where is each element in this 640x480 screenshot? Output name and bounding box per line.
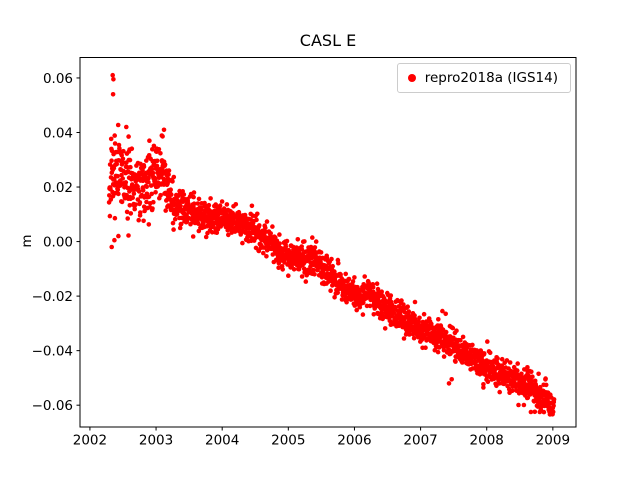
x-tick-label: 2005: [271, 433, 305, 449]
x-tick-label: 2003: [139, 433, 173, 449]
y-tick-label: −0.04: [32, 343, 73, 359]
y-axis-label: m: [19, 234, 35, 248]
x-tick-label: 2006: [337, 433, 371, 449]
scatter-points: [106, 72, 557, 417]
y-tick-label: −0.02: [32, 289, 73, 305]
x-tick-label: 2008: [470, 433, 504, 449]
x-tick-label: 2007: [403, 433, 437, 449]
y-tick-label: −0.06: [32, 398, 73, 414]
x-tick-label: 2004: [205, 433, 239, 449]
axes-frame: [79, 57, 577, 428]
legend-marker-icon: [407, 74, 416, 82]
x-tick-label: 2002: [73, 433, 107, 449]
legend: repro2018a (IGS14): [396, 63, 571, 93]
x-tick-label: 2009: [536, 433, 570, 449]
chart-title: CASL E: [299, 31, 357, 50]
y-tick-label: 0.06: [43, 71, 73, 87]
y-tick-label: 0.02: [43, 180, 73, 196]
legend-label: repro2018a (IGS14): [424, 70, 558, 86]
y-tick-label: 0.00: [43, 234, 73, 250]
y-tick-label: 0.04: [43, 125, 73, 141]
